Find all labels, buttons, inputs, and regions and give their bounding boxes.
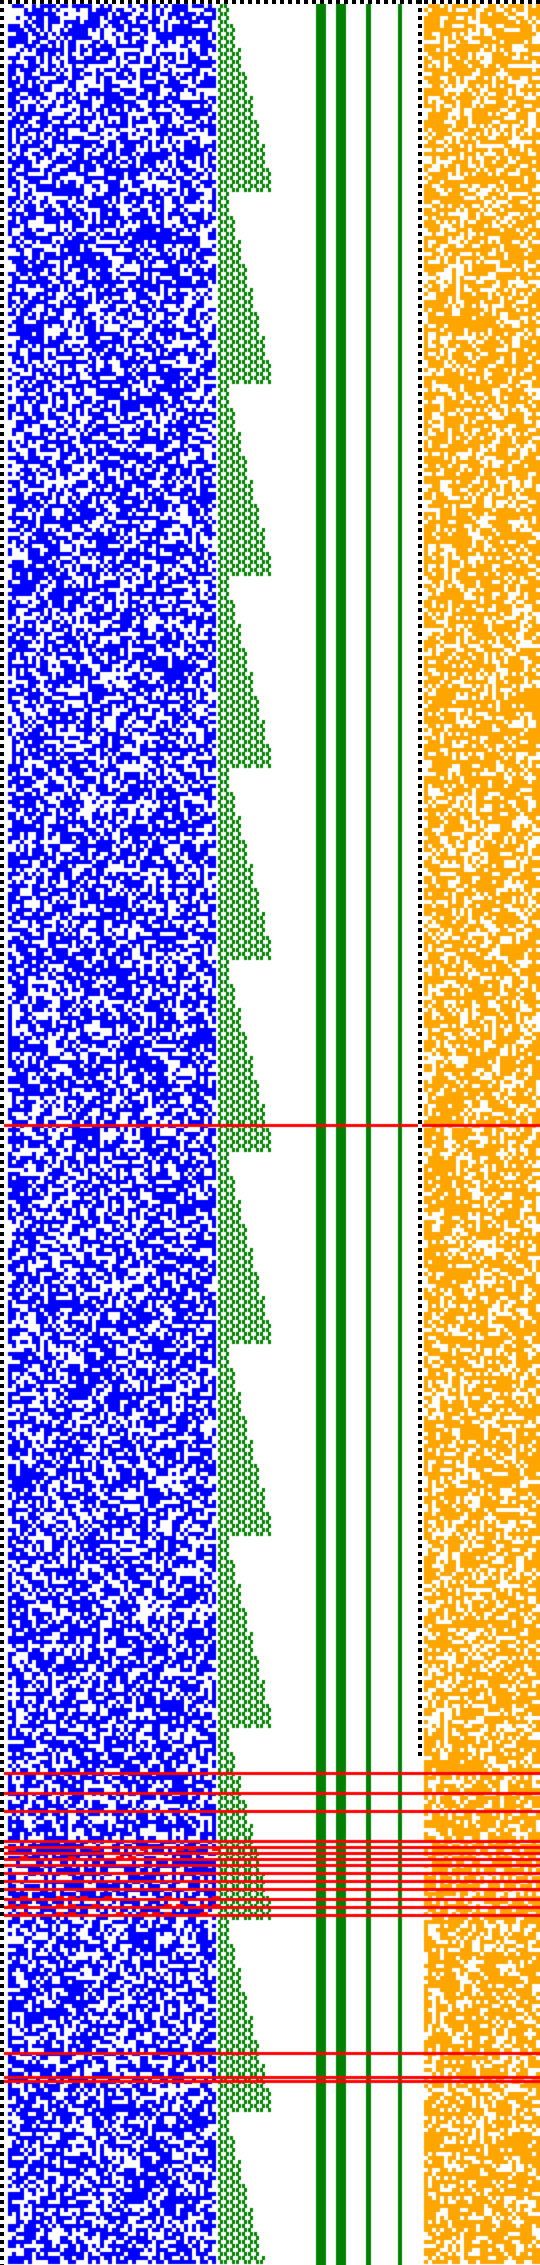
- dotted-top-border: [0, 0, 540, 4]
- dotted-divider: [418, 0, 422, 1760]
- dotted-left-border: [0, 0, 4, 2265]
